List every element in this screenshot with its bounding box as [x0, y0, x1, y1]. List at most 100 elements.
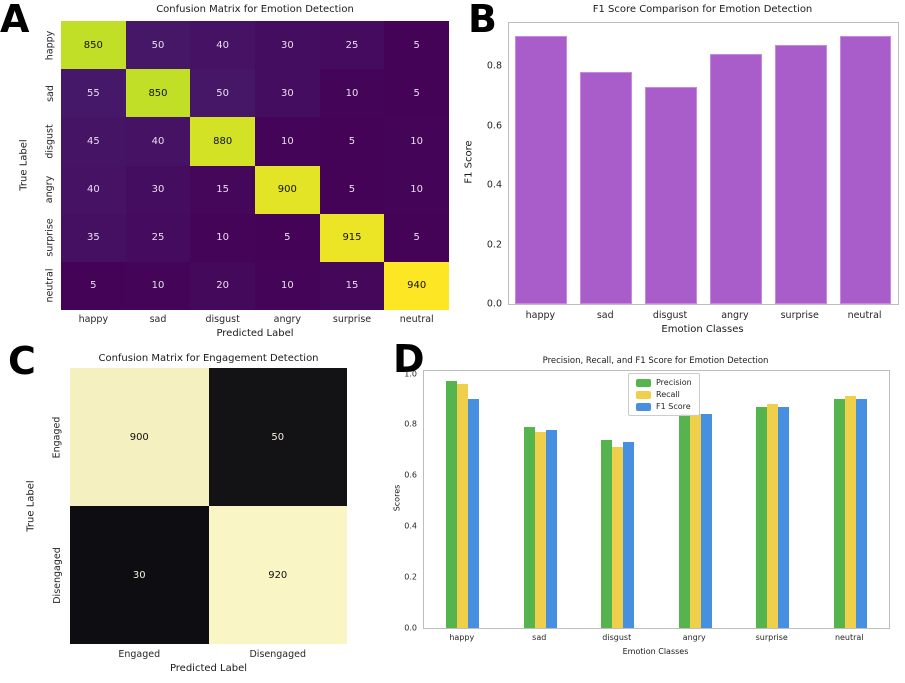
cell-angry-neutral: 10 — [384, 165, 449, 214]
x-tick-label: happy — [78, 314, 109, 325]
bar-surprise-precision — [756, 406, 768, 628]
cell-angry-disgust: 15 — [190, 165, 255, 214]
y-tick-label: 0.0 — [486, 298, 502, 310]
x-axis-label-a: Predicted Label — [216, 328, 294, 339]
x-tick-label: neutral — [847, 310, 882, 321]
cell-happy-angry: 30 — [254, 21, 320, 70]
cell-angry-surprise: 5 — [319, 165, 385, 214]
legend-label: Precision — [656, 378, 692, 387]
cell-neutral-disgust: 20 — [190, 261, 255, 310]
legend-swatch-icon — [636, 390, 651, 399]
bar-disgust-recall — [612, 447, 624, 628]
x-tick-label: disgust — [602, 633, 632, 642]
y-tick-label: neutral — [44, 268, 56, 303]
legend-label: Recall — [656, 390, 680, 399]
bar-happy — [515, 36, 568, 304]
y-tick-label: 0.6 — [486, 120, 502, 132]
panel-b: B F1 Score Comparison for Emotion Detect… — [452, 0, 905, 340]
x-tick-label: surprise — [780, 310, 819, 321]
cell-sad-disgust: 50 — [190, 69, 255, 118]
bar-neutral-precision — [833, 399, 845, 628]
x-axis-label-c: Predicted Label — [169, 663, 248, 674]
cell-happy-disgust: 40 — [190, 21, 255, 70]
chart-title-b: F1 Score Comparison for Emotion Detectio… — [592, 4, 813, 15]
bar-angry-precision — [678, 414, 690, 628]
bar-surprise-f1-score — [778, 406, 790, 628]
y-axis-label-a: True Label — [18, 139, 30, 191]
x-tick-label: sad — [149, 314, 167, 325]
cell-disgust-angry: 10 — [254, 117, 320, 166]
cell-disgust-neutral: 10 — [384, 117, 449, 166]
x-tick-label: disgust — [205, 314, 240, 325]
cell-neutral-sad: 10 — [125, 261, 191, 310]
chart-title-d: Precision, Recall, and F1 Score for Emot… — [542, 356, 769, 366]
bar-plot-f1: 0.0 0.2 0.4 0.6 0.8 — [487, 22, 899, 310]
bar-surprise-recall — [767, 404, 779, 628]
heatmap-engagement: 900 50 30 920 — [70, 368, 347, 644]
x-tick-labels-b: happy sad disgust angry surprise neutral — [508, 310, 897, 321]
cell-disgust-sad: 40 — [125, 117, 191, 166]
cell-disgust-disgust: 880 — [190, 117, 255, 166]
x-axis-label-b: Emotion Classes — [661, 324, 744, 335]
grouped-bar-plot: 0.0 0.2 0.4 0.6 0.8 1.0 Precision Recall F1 Scor… — [404, 369, 890, 633]
y-tick-label: happy — [44, 30, 56, 60]
y-tick-label: 0.2 — [486, 239, 502, 251]
cell-sad-neutral: 5 — [384, 69, 449, 118]
chart-title-c: Confusion Matrix for Engagement Detectio… — [98, 353, 319, 364]
bar-angry — [709, 54, 762, 304]
y-axis-label-b: F1 Score — [463, 140, 475, 184]
cell-neutral-surprise: 15 — [319, 261, 385, 310]
bar-sad-f1-score — [545, 429, 557, 628]
y-tick-label: 0.4 — [404, 521, 417, 531]
cell-sad-surprise: 10 — [319, 69, 385, 118]
y-tick-label: 0.6 — [404, 470, 417, 480]
bar-neutral-recall — [844, 396, 856, 628]
y-tick-label: 0.8 — [404, 419, 417, 429]
panel-d: D Precision, Recall, and F1 Score for Em… — [390, 340, 905, 683]
x-tick-label: neutral — [399, 314, 434, 325]
cell-Engaged-Disengaged: 50 — [208, 368, 347, 506]
cell-neutral-happy: 5 — [61, 261, 126, 310]
y-tick-labels-a: happy sad disgust angry surprise neutral — [42, 21, 58, 310]
x-tick-labels-c: Engaged Disengaged — [70, 649, 347, 660]
bar-happy-precision — [446, 381, 458, 628]
y-tick-label: 0.8 — [486, 60, 502, 72]
panel-letter-b: B — [468, 0, 497, 41]
x-tick-labels-a: happy sad disgust angry surprise neutral — [61, 314, 449, 325]
x-tick-label: disgust — [652, 310, 688, 321]
panel-letter-c: C — [8, 339, 36, 383]
y-axis-label-c: True Label — [25, 480, 37, 532]
x-tick-label: Disengaged — [249, 649, 307, 660]
y-tick-label: 1.0 — [404, 369, 417, 379]
cell-happy-neutral: 5 — [384, 21, 449, 70]
x-tick-label: Engaged — [118, 649, 161, 660]
bar-surprise — [774, 45, 827, 304]
legend-entry: F1 Score — [636, 402, 692, 411]
cell-angry-happy: 40 — [61, 165, 126, 214]
x-tick-label: sad — [532, 633, 547, 642]
y-tick-label: surprise — [44, 218, 56, 257]
y-tick-label: Engaged — [51, 416, 63, 458]
cell-sad-happy: 55 — [61, 69, 126, 118]
cell-angry-angry: 900 — [254, 165, 320, 214]
x-tick-label: happy — [525, 310, 556, 321]
y-tick-label: angry — [44, 175, 56, 204]
cell-surprise-neutral: 5 — [384, 213, 449, 262]
cell-neutral-neutral: 940 — [384, 261, 449, 310]
bar-sad-precision — [523, 426, 535, 628]
bar-sad-recall — [534, 432, 546, 628]
cell-Disengaged-Engaged: 30 — [70, 506, 209, 644]
bar-angry-recall — [689, 414, 701, 628]
bar-neutral — [839, 36, 892, 304]
panel-a: A Confusion Matrix for Emotion Detection… — [0, 0, 452, 340]
cell-sad-angry: 30 — [254, 69, 320, 118]
cell-surprise-sad: 25 — [125, 213, 191, 262]
heatmap-emotion: 850 50 40 30 25 5 55 850 50 30 10 5 45 40 880 10 5 10 40 30… — [61, 21, 449, 310]
y-tick-label: 0.0 — [404, 623, 417, 633]
bar-neutral-f1-score — [855, 399, 867, 628]
bar-disgust-precision — [601, 439, 613, 628]
bar-sad — [580, 72, 633, 304]
legend-entry: Recall — [636, 390, 692, 399]
cell-surprise-angry: 5 — [254, 213, 320, 262]
x-tick-label: neutral — [834, 633, 864, 642]
